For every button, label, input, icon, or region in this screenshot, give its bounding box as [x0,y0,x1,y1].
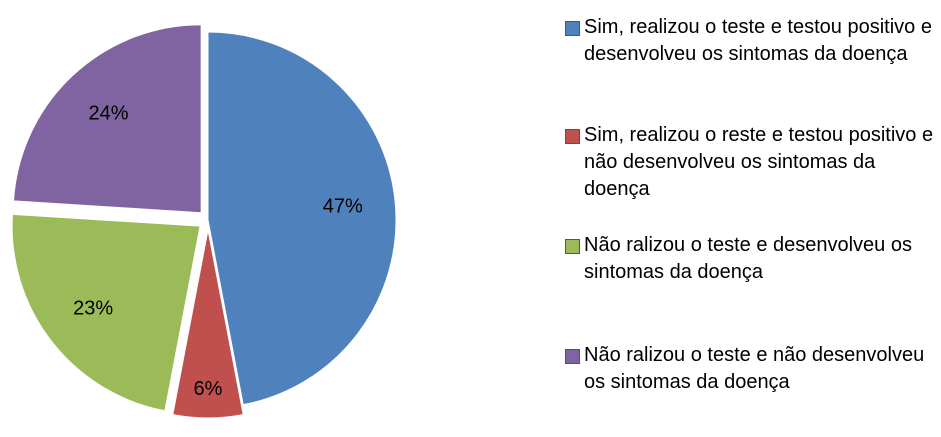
legend-label: Não ralizou o teste e não desenvolveu os… [584,344,925,393]
legend-label: Sim, realizou o reste e testou positivo … [584,124,934,200]
legend-item: Não ralizou o teste e não desenvolveu os… [565,342,935,396]
data-label: 47% [323,196,363,218]
pie-slice [172,229,244,419]
legend-swatch [565,239,580,254]
legend-swatch [565,129,580,144]
data-label: 6% [194,378,223,400]
pie-slice [11,213,201,412]
chart: 47% 6% 23% 24% [11,24,397,419]
data-label: 24% [88,102,128,124]
legend-item: Sim, realizou o teste e testou positivo … [565,14,935,68]
legend-label: Não ralizou o teste e desenvolveu os sin… [584,234,912,283]
legend-swatch [565,21,580,36]
legend-label: Sim, realizou o teste e testou positivo … [584,16,932,65]
data-label: 23% [73,297,113,319]
legend-item: Não ralizou o teste e desenvolveu os sin… [565,232,935,286]
legend-item: Sim, realizou o reste e testou positivo … [565,122,935,203]
pie-slice [207,31,397,406]
legend-swatch [565,349,580,364]
pie-slice [12,24,202,214]
